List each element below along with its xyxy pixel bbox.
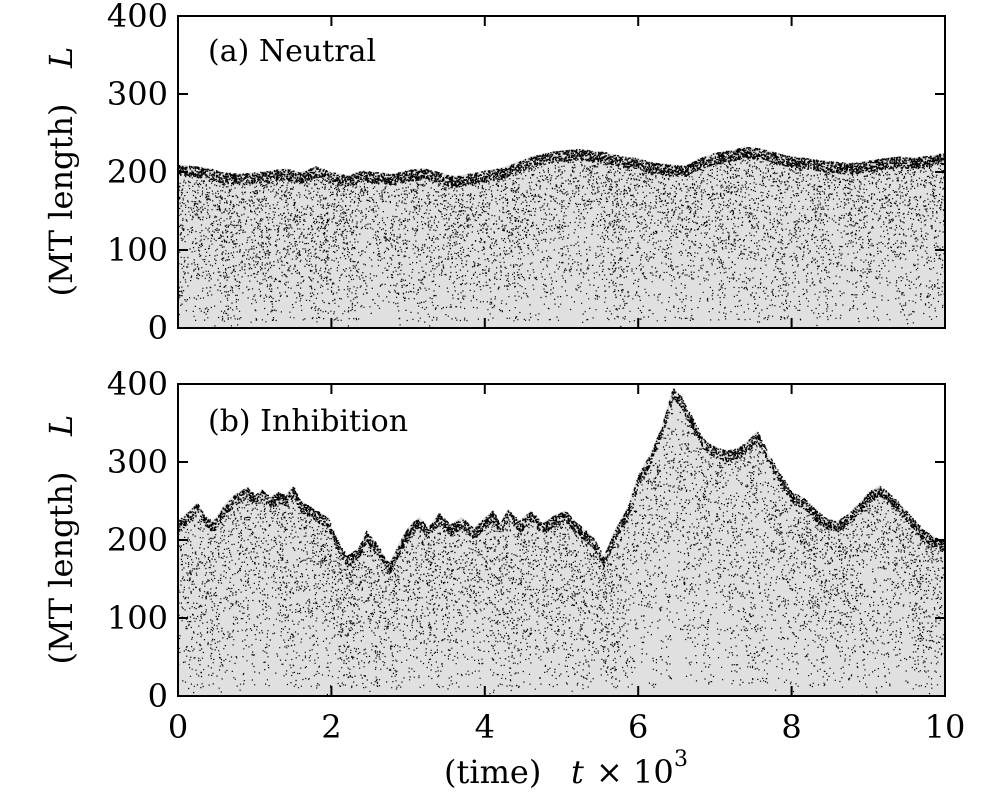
panel-a-label: (a) Neutral — [208, 34, 376, 69]
panel-b: 0 100 200 300 400 0 2 4 6 8 10 (b) Inhibition (MT … — [42, 365, 965, 746]
texture-dots — [178, 147, 945, 328]
y-tick-label: 100 — [107, 231, 168, 269]
panel-a-dots — [178, 147, 945, 328]
panel-b-dots — [178, 388, 945, 696]
panel-a-ylabel-text: (MT length) — [42, 104, 80, 297]
x-axis-label: (time) t × 10 3 — [444, 747, 688, 791]
x-tick-label: 8 — [781, 708, 801, 746]
x-tick-label: 2 — [321, 708, 341, 746]
y-tick-label: 0 — [148, 309, 168, 347]
x-tick-label: 4 — [475, 708, 495, 746]
y-tick-label: 0 — [148, 677, 168, 715]
x-tick-label: 0 — [168, 708, 188, 746]
panel-a-ticks: 0 100 200 300 400 — [107, 0, 946, 347]
svg-text:(MT length): (MT length) — [42, 104, 80, 297]
x-axis-label-text: (time) — [444, 753, 541, 791]
x-axis-label-symbol: t — [571, 753, 584, 791]
x-tick-label: 10 — [925, 708, 966, 746]
panel-a-ylabel-symbol: L — [42, 47, 80, 69]
y-tick-label: 400 — [107, 365, 168, 403]
panel-a: 0 100 200 300 400 (a) Neutral (MT length) L — [42, 0, 946, 347]
panel-b-label: (b) Inhibition — [208, 404, 408, 439]
x-tick-label: 6 — [628, 708, 648, 746]
panel-a-ylabel: (MT length) L — [42, 47, 80, 297]
x-axis-label-scale: × 10 — [596, 753, 674, 791]
y-tick-label: 200 — [107, 153, 168, 191]
y-tick-label: 400 — [107, 0, 168, 35]
panel-b-ticks: 0 100 200 300 400 0 2 4 6 8 10 — [107, 365, 965, 746]
panel-b-ylabel-symbol: L — [42, 415, 80, 437]
y-tick-label: 200 — [107, 521, 168, 559]
y-tick-label: 300 — [107, 443, 168, 481]
texture-dots — [178, 388, 945, 696]
svg-text:(MT length): (MT length) — [42, 472, 80, 665]
panel-b-ylabel-text: (MT length) — [42, 472, 80, 665]
y-tick-label: 300 — [107, 75, 168, 113]
y-tick-label: 100 — [107, 599, 168, 637]
panel-b-ylabel: (MT length) L — [42, 415, 80, 665]
x-axis-label-exponent: 3 — [674, 747, 688, 772]
